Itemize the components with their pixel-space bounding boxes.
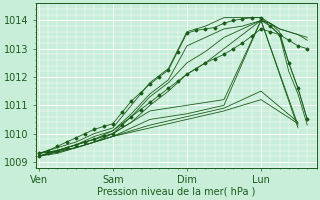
X-axis label: Pression niveau de la mer( hPa ): Pression niveau de la mer( hPa ): [97, 187, 255, 197]
